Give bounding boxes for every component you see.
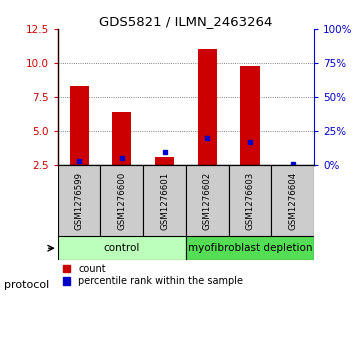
- Text: control: control: [104, 243, 140, 253]
- Bar: [229, 165, 271, 236]
- Title: GDS5821 / ILMN_2463264: GDS5821 / ILMN_2463264: [99, 15, 273, 28]
- Bar: [100, 165, 143, 236]
- Text: myofibroblast depletion: myofibroblast depletion: [188, 243, 312, 253]
- Text: protocol: protocol: [4, 280, 49, 290]
- Bar: [58, 165, 100, 236]
- Text: GSM1276600: GSM1276600: [117, 171, 126, 230]
- Bar: [186, 236, 314, 260]
- Bar: [240, 66, 260, 165]
- Text: GSM1276602: GSM1276602: [203, 171, 212, 230]
- Text: GSM1276604: GSM1276604: [288, 171, 297, 230]
- Bar: [112, 112, 131, 165]
- Bar: [143, 165, 186, 236]
- Text: GSM1276599: GSM1276599: [75, 172, 84, 229]
- Bar: [70, 86, 89, 165]
- Legend: count, percentile rank within the sample: count, percentile rank within the sample: [62, 264, 243, 286]
- Bar: [58, 236, 186, 260]
- Bar: [271, 165, 314, 236]
- Bar: [155, 157, 174, 165]
- Text: GSM1276603: GSM1276603: [245, 171, 255, 230]
- Bar: [186, 165, 229, 236]
- Bar: [198, 49, 217, 165]
- Text: GSM1276601: GSM1276601: [160, 171, 169, 230]
